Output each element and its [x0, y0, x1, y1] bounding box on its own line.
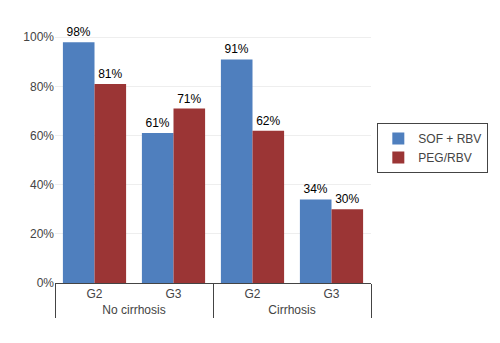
- svg-text:100%: 100%: [23, 30, 54, 44]
- svg-text:80%: 80%: [30, 80, 54, 94]
- svg-text:34%: 34%: [304, 182, 328, 196]
- svg-text:98%: 98%: [67, 25, 91, 39]
- svg-text:60%: 60%: [30, 129, 54, 143]
- svg-text:G3: G3: [323, 287, 339, 301]
- svg-text:30%: 30%: [335, 192, 359, 206]
- svg-text:G2: G2: [244, 287, 260, 301]
- svg-text:91%: 91%: [225, 42, 249, 56]
- svg-text:No cirrhosis: No cirrhosis: [102, 303, 165, 317]
- svg-text:61%: 61%: [146, 116, 170, 130]
- svg-text:62%: 62%: [256, 114, 280, 128]
- svg-text:81%: 81%: [98, 67, 122, 81]
- svg-text:0%: 0%: [37, 276, 55, 290]
- svg-text:Cirrhosis: Cirrhosis: [268, 303, 315, 317]
- svg-text:20%: 20%: [30, 227, 54, 241]
- svg-text:PEG/RBV: PEG/RBV: [418, 151, 471, 165]
- svg-text:G2: G2: [86, 287, 102, 301]
- svg-text:G3: G3: [165, 287, 181, 301]
- svg-text:SOF + RBV: SOF + RBV: [418, 132, 481, 146]
- svg-text:40%: 40%: [30, 178, 54, 192]
- svg-text:71%: 71%: [177, 92, 201, 106]
